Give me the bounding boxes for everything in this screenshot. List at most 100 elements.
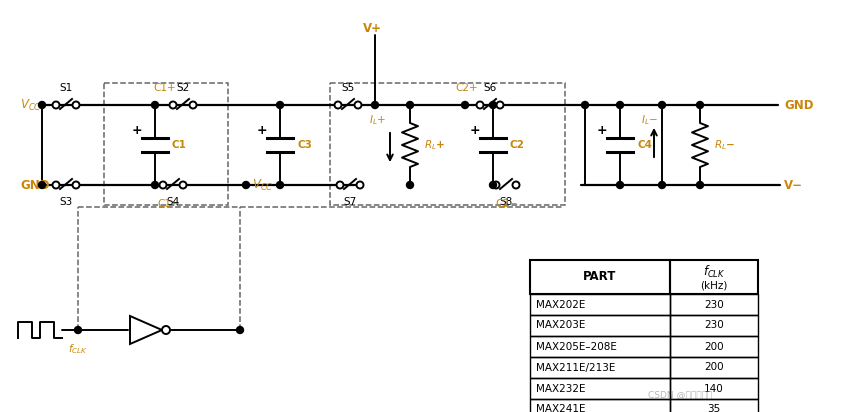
Circle shape	[75, 326, 81, 333]
Circle shape	[493, 182, 499, 189]
Text: MAX205E–208E: MAX205E–208E	[536, 342, 616, 351]
Circle shape	[38, 101, 46, 108]
Circle shape	[237, 326, 243, 333]
Bar	[670, 336, 758, 357]
Circle shape	[334, 101, 342, 108]
Circle shape	[582, 101, 589, 108]
Text: S5: S5	[342, 83, 354, 93]
Bar	[530, 315, 670, 336]
Text: C2−: C2−	[495, 199, 518, 209]
Circle shape	[72, 101, 80, 108]
Text: PART: PART	[583, 271, 616, 283]
Text: S7: S7	[343, 197, 357, 207]
Bar	[670, 294, 758, 315]
Circle shape	[180, 182, 187, 189]
Circle shape	[53, 182, 59, 189]
Circle shape	[659, 182, 666, 189]
Circle shape	[406, 182, 414, 189]
Circle shape	[276, 101, 283, 108]
Text: 230: 230	[704, 321, 724, 330]
Text: 140: 140	[704, 384, 724, 393]
Text: +: +	[470, 124, 480, 137]
Bar	[530, 378, 670, 399]
Text: MAX232E: MAX232E	[536, 384, 585, 393]
Text: +: +	[597, 124, 607, 137]
Circle shape	[489, 182, 496, 189]
Circle shape	[461, 101, 468, 108]
Circle shape	[512, 182, 520, 189]
Circle shape	[477, 101, 483, 108]
Text: MAX241E: MAX241E	[536, 405, 585, 412]
Circle shape	[159, 182, 166, 189]
Text: V−: V−	[784, 178, 803, 192]
Circle shape	[356, 182, 364, 189]
Text: MAX211E/213E: MAX211E/213E	[536, 363, 616, 372]
Circle shape	[276, 182, 283, 189]
Circle shape	[38, 182, 46, 189]
Circle shape	[616, 101, 623, 108]
Text: C2+: C2+	[455, 83, 477, 93]
Circle shape	[489, 101, 496, 108]
Text: S8: S8	[499, 197, 513, 207]
Circle shape	[696, 101, 704, 108]
Circle shape	[406, 101, 414, 108]
Text: $f_{CLK}$: $f_{CLK}$	[68, 342, 88, 356]
Bar	[530, 294, 670, 315]
Circle shape	[371, 101, 378, 108]
Text: $V_{CC}$: $V_{CC}$	[20, 98, 42, 112]
Text: GND: GND	[20, 178, 49, 192]
Text: GND: GND	[784, 98, 813, 112]
Circle shape	[659, 101, 666, 108]
Circle shape	[616, 182, 623, 189]
Bar	[530, 260, 670, 294]
Text: $I_L$+: $I_L$+	[369, 113, 386, 127]
Text: S6: S6	[483, 83, 497, 93]
Text: 200: 200	[704, 342, 724, 351]
Text: C1+: C1+	[153, 83, 176, 93]
Bar	[530, 336, 670, 357]
Text: $f_{CLK}$: $f_{CLK}$	[703, 264, 725, 280]
Circle shape	[72, 182, 80, 189]
Text: C1: C1	[172, 140, 187, 150]
Text: S3: S3	[59, 197, 73, 207]
Circle shape	[170, 101, 176, 108]
Text: C1−: C1−	[157, 199, 180, 209]
Text: 200: 200	[704, 363, 724, 372]
Bar	[670, 315, 758, 336]
Text: MAX202E: MAX202E	[536, 300, 585, 309]
Bar	[670, 357, 758, 378]
Circle shape	[162, 326, 170, 334]
Text: C2: C2	[510, 140, 525, 150]
Text: 35: 35	[707, 405, 721, 412]
Text: (kHz): (kHz)	[700, 280, 728, 290]
Text: S2: S2	[176, 83, 190, 93]
Text: +: +	[131, 124, 142, 137]
Circle shape	[337, 182, 343, 189]
Bar	[530, 399, 670, 412]
Circle shape	[243, 182, 249, 189]
Text: S4: S4	[166, 197, 180, 207]
Text: CSDN @飞凌嵌入式: CSDN @飞凌嵌入式	[648, 391, 712, 400]
Circle shape	[152, 101, 159, 108]
Circle shape	[53, 101, 59, 108]
Bar	[530, 357, 670, 378]
Text: $I_L$−: $I_L$−	[641, 113, 658, 127]
Text: $V_{CC}$: $V_{CC}$	[252, 178, 274, 192]
Circle shape	[696, 182, 704, 189]
Text: 230: 230	[704, 300, 724, 309]
Bar	[104, 83, 228, 205]
Circle shape	[189, 101, 197, 108]
Text: S1: S1	[59, 83, 73, 93]
Text: $R_L$−: $R_L$−	[714, 138, 735, 152]
Bar	[670, 260, 758, 294]
Text: +: +	[257, 124, 267, 137]
Text: V+: V+	[362, 21, 382, 35]
Circle shape	[152, 182, 159, 189]
Text: MAX203E: MAX203E	[536, 321, 585, 330]
Circle shape	[354, 101, 361, 108]
Circle shape	[496, 101, 504, 108]
Bar	[670, 378, 758, 399]
Bar	[670, 399, 758, 412]
Text: C4: C4	[637, 140, 652, 150]
Bar	[330, 83, 565, 205]
